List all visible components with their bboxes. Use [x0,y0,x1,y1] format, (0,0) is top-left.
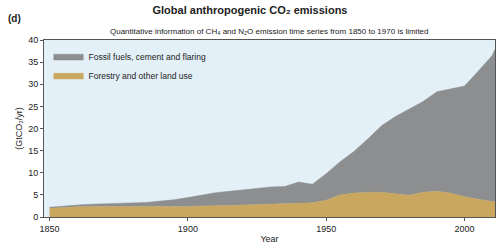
svg-text:(GtCO₂/yr): (GtCO₂/yr) [14,107,24,150]
svg-text:Year: Year [260,234,278,244]
svg-text:(d): (d) [8,13,21,24]
svg-text:25: 25 [28,102,38,112]
svg-text:10: 10 [28,168,38,178]
svg-text:5: 5 [33,190,38,200]
svg-text:0: 0 [33,212,38,222]
svg-text:1850: 1850 [40,224,60,234]
svg-text:Global anthropogenic CO₂ emiss: Global anthropogenic CO₂ emissions [153,4,348,16]
svg-text:35: 35 [28,57,38,67]
svg-text:40: 40 [28,35,38,45]
svg-text:2000: 2000 [455,224,475,234]
svg-text:1900: 1900 [178,224,198,234]
svg-text:20: 20 [28,124,38,134]
svg-text:15: 15 [28,146,38,156]
svg-text:30: 30 [28,79,38,89]
svg-text:Fossil fuels, cement and flari: Fossil fuels, cement and flaring [89,52,206,62]
svg-text:Quantitative information of CH: Quantitative information of CH₄ and N₂O … [110,27,429,36]
svg-text:1950: 1950 [316,224,336,234]
svg-text:Forestry and other land use: Forestry and other land use [89,71,193,81]
